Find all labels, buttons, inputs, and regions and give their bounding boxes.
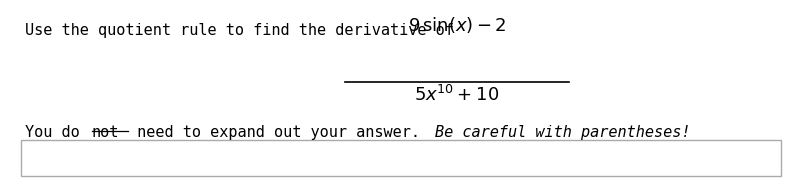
Text: Use the quotient rule to find the derivative of: Use the quotient rule to find the deriva… (26, 24, 454, 39)
Text: $5x^{10} + 10$: $5x^{10} + 10$ (415, 85, 500, 105)
Text: Be careful with parentheses!: Be careful with parentheses! (435, 125, 690, 140)
Text: not: not (91, 125, 119, 140)
FancyBboxPatch shape (22, 140, 780, 176)
Text: $9\,\sin(x) - 2$: $9\,\sin(x) - 2$ (407, 15, 506, 35)
Text: need to expand out your answer.: need to expand out your answer. (128, 125, 429, 140)
Text: You do: You do (26, 125, 89, 140)
